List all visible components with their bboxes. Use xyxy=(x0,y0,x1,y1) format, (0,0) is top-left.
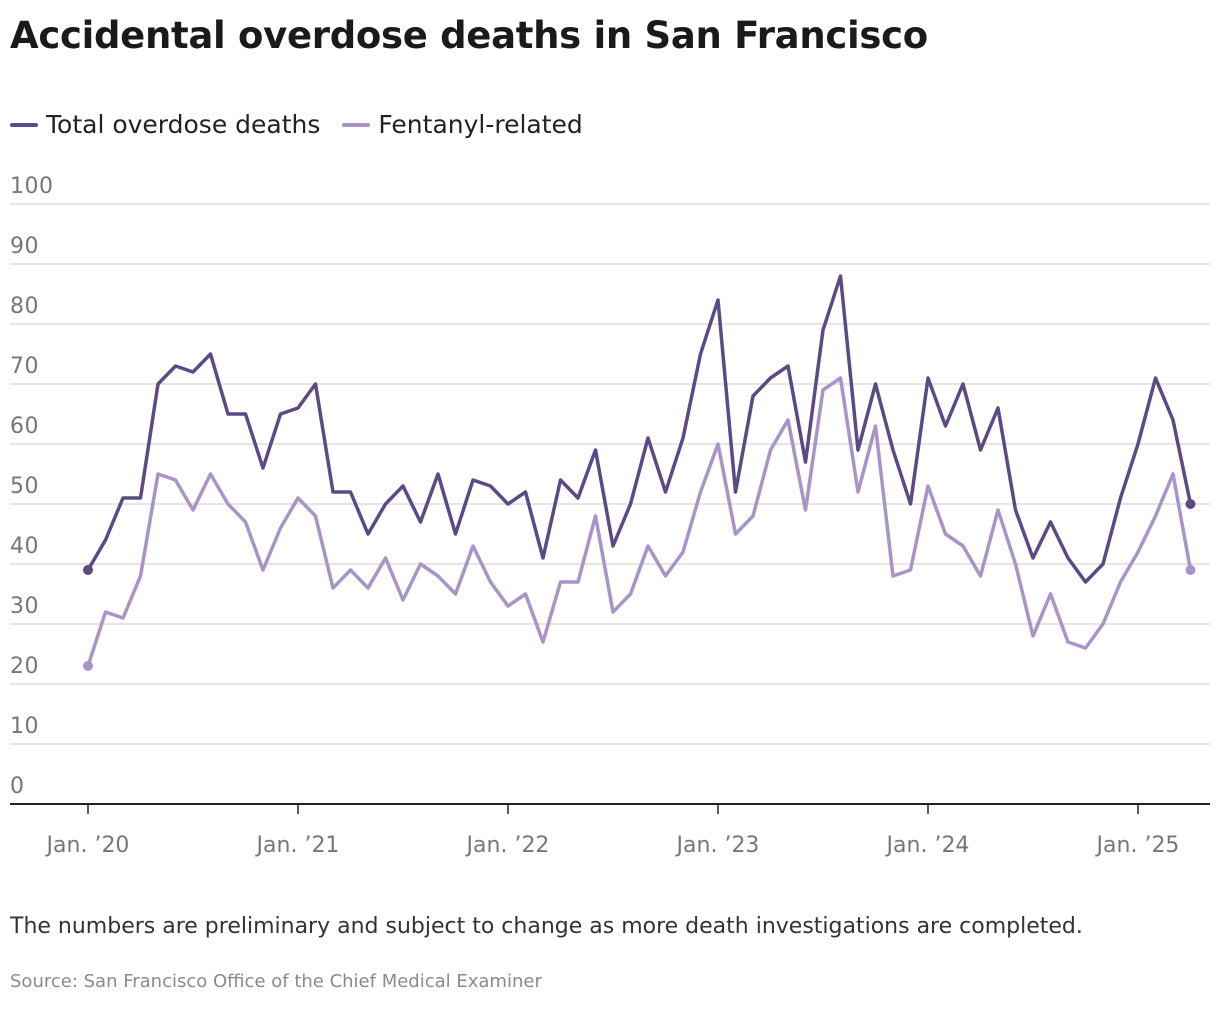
y-tick-label-30: 30 xyxy=(10,594,39,619)
series-line-fentanyl xyxy=(86,376,1193,668)
y-tick-label-40: 40 xyxy=(10,534,39,559)
y-tick-label-0: 0 xyxy=(10,774,25,799)
y-tick-label-10: 10 xyxy=(10,714,39,739)
chart-title: Accidental overdose deaths in San Franci… xyxy=(10,14,928,57)
x-tick-label-5: Jan. ’25 xyxy=(1095,833,1180,858)
x-tick-label-4: Jan. ’24 xyxy=(885,833,970,858)
y-tick-label-60: 60 xyxy=(10,414,39,439)
x-tick-label-3: Jan. ’23 xyxy=(675,833,760,858)
legend: Total overdose deaths Fentanyl-related xyxy=(10,110,605,139)
y-tick-label-100: 100 xyxy=(10,174,54,199)
x-tick-label-0: Jan. ’20 xyxy=(45,833,130,858)
chart-source: Source: San Francisco Office of the Chie… xyxy=(10,971,542,992)
series-line-total xyxy=(86,274,1193,584)
y-tick-label-90: 90 xyxy=(10,234,39,259)
series-start-point-fentanyl xyxy=(83,661,93,671)
y-tick-label-20: 20 xyxy=(10,654,39,679)
y-tick-label-70: 70 xyxy=(10,354,39,379)
y-tick-label-80: 80 xyxy=(10,294,39,319)
series-end-point-total xyxy=(1185,499,1196,509)
series-start-point-total xyxy=(83,565,93,575)
legend-item-fentanyl: Fentanyl-related xyxy=(342,110,583,139)
legend-label-fentanyl: Fentanyl-related xyxy=(378,110,583,139)
x-tick-label-2: Jan. ’22 xyxy=(465,833,550,858)
line-chart: 0 10 20 30 40 50 60 70 80 90 100 Jan. ’20 Jan. ’21 Ja… xyxy=(10,174,1210,858)
legend-label-total: Total overdose deaths xyxy=(46,110,321,139)
chart-note: The numbers are preliminary and subject … xyxy=(10,914,1083,939)
legend-swatch-fentanyl xyxy=(342,122,371,127)
series-end-point-fentanyl xyxy=(1185,565,1196,575)
legend-item-total: Total overdose deaths xyxy=(10,110,320,139)
legend-swatch-total xyxy=(10,122,38,127)
x-tick-label-1: Jan. ’21 xyxy=(255,833,340,858)
y-tick-label-50: 50 xyxy=(10,474,39,499)
